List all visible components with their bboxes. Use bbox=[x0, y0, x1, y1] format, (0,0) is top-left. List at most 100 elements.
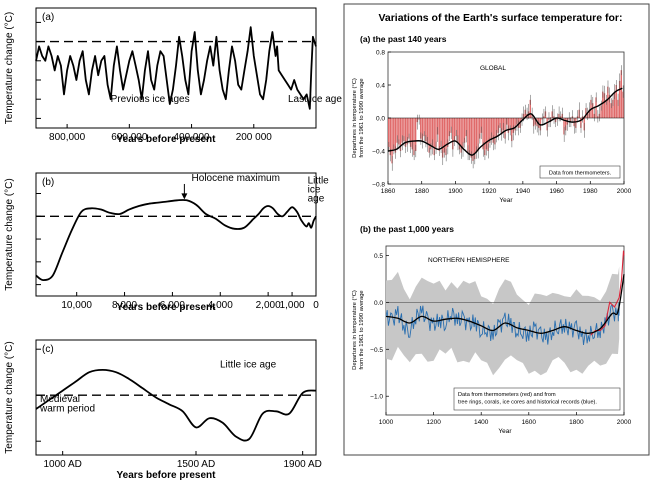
bar bbox=[605, 99, 607, 118]
bar bbox=[479, 118, 481, 139]
panel-label: (c) bbox=[42, 344, 54, 355]
bar bbox=[487, 118, 489, 151]
bar bbox=[441, 118, 444, 158]
x-tick-label: 1860 bbox=[381, 188, 396, 195]
y-axis-label: Temperature change (°C) bbox=[4, 178, 15, 290]
y-axis-label: from the 1961 to 1990 average bbox=[359, 290, 365, 369]
bar bbox=[433, 118, 435, 156]
x-tick-label: 6,000 bbox=[160, 300, 185, 311]
ipcc-title: Variations of the Earth's surface temper… bbox=[378, 12, 622, 24]
bar bbox=[406, 118, 408, 145]
bar bbox=[615, 85, 617, 118]
x-tick-label: 200 000 bbox=[236, 132, 273, 143]
panel-label: (b) the past 1,000 years bbox=[360, 224, 454, 234]
panel-a: 800,000 600,000 400 000 200 000 (a) Previous … bbox=[4, 7, 342, 145]
bar bbox=[430, 118, 432, 150]
series-line bbox=[35, 26, 317, 110]
bar bbox=[450, 118, 452, 133]
x-tick-label: 2000 bbox=[617, 188, 632, 195]
bar bbox=[411, 118, 413, 150]
bar bbox=[492, 118, 494, 143]
bar bbox=[438, 118, 440, 151]
x-tick-label: 1600 bbox=[522, 419, 537, 426]
bar bbox=[448, 118, 451, 137]
bar bbox=[440, 118, 442, 147]
ipcc-figure: Variations of the Earth's surface temper… bbox=[343, 3, 650, 456]
x-tick-label: 1940 bbox=[516, 188, 531, 195]
x-tick-label: 1400 bbox=[474, 419, 489, 426]
x-tick-label: 1900 AD bbox=[283, 459, 321, 470]
bar bbox=[490, 118, 493, 139]
bar bbox=[500, 118, 503, 135]
annotation: Holocene maximum bbox=[192, 173, 280, 184]
x-axis-label: Years before present bbox=[117, 470, 217, 481]
legend-box bbox=[453, 387, 621, 411]
ipcc-frame bbox=[343, 3, 650, 456]
x-tick-label: 1000 AD bbox=[43, 459, 81, 470]
bar bbox=[607, 86, 609, 118]
bar bbox=[436, 118, 439, 135]
bar bbox=[603, 93, 606, 118]
x-tick-label: 2,000 bbox=[256, 300, 281, 311]
bar bbox=[408, 118, 410, 139]
x-tick-label: 4,000 bbox=[208, 300, 233, 311]
annotation: Previous ice ages bbox=[111, 94, 190, 105]
bar bbox=[409, 118, 412, 147]
inset-label: GLOBAL bbox=[480, 65, 506, 72]
panel-frame bbox=[35, 339, 317, 456]
y-axis-label: Departures in temperature (°C) bbox=[352, 78, 358, 158]
bar bbox=[482, 118, 484, 150]
panel-label: (a) bbox=[42, 12, 54, 23]
chart-nh-1000: (b) the past 1,000 years −1.0 −0.5 0.0 0.5 10… bbox=[352, 224, 632, 435]
bar bbox=[401, 118, 403, 143]
bar bbox=[431, 118, 434, 147]
bar bbox=[602, 91, 604, 118]
x-tick-label: 1200 bbox=[426, 419, 441, 426]
bar bbox=[391, 118, 393, 164]
bar bbox=[445, 118, 447, 156]
bar bbox=[423, 118, 425, 137]
annotation-arrowhead bbox=[181, 193, 188, 200]
bar bbox=[414, 118, 417, 151]
bar bbox=[396, 118, 398, 143]
bar bbox=[457, 118, 459, 143]
bar bbox=[455, 118, 457, 137]
bar bbox=[600, 105, 602, 118]
bar bbox=[435, 118, 437, 148]
y-tick-label: 0.8 bbox=[376, 50, 385, 57]
bar bbox=[394, 118, 397, 153]
bar bbox=[458, 118, 461, 150]
bar bbox=[403, 118, 405, 142]
bar bbox=[404, 118, 407, 147]
bar bbox=[489, 118, 491, 143]
y-tick-label: −1.0 bbox=[370, 394, 383, 401]
x-tick-label: 600,000 bbox=[111, 132, 148, 143]
bar bbox=[388, 118, 390, 147]
x-tick-label: 1900 bbox=[448, 188, 463, 195]
x-tick-label: 1980 bbox=[583, 188, 598, 195]
bar bbox=[472, 118, 474, 161]
series-line bbox=[35, 199, 317, 281]
bar bbox=[484, 118, 486, 156]
y-tick-label: −0.5 bbox=[370, 347, 383, 354]
bar bbox=[399, 118, 402, 151]
bar bbox=[468, 118, 471, 156]
bar bbox=[495, 118, 498, 137]
bar bbox=[413, 118, 415, 156]
y-axis-label: Temperature change (°C) bbox=[4, 12, 15, 124]
bar bbox=[420, 118, 422, 139]
x-axis-label: Year bbox=[498, 428, 512, 435]
bar bbox=[617, 99, 619, 118]
bar bbox=[453, 118, 456, 142]
smoothed-line bbox=[385, 274, 625, 334]
panel-frame bbox=[35, 172, 317, 297]
series-proxy bbox=[385, 302, 620, 346]
bar bbox=[620, 70, 623, 118]
bar bbox=[563, 118, 565, 135]
bar bbox=[421, 118, 424, 142]
bar bbox=[426, 118, 429, 145]
x-tick-label: 1960 bbox=[549, 188, 564, 195]
x-tick-label: 1500 AD bbox=[177, 459, 215, 470]
